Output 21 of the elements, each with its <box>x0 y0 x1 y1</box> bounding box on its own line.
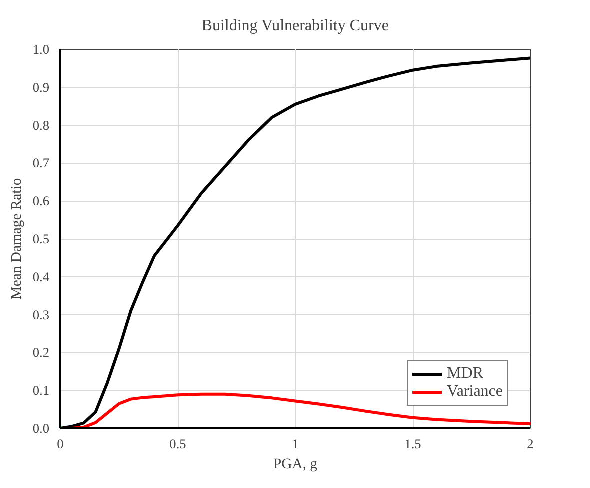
y-tick-label: 0.3 <box>32 307 50 322</box>
y-axis-title: Mean Damage Ratio <box>8 178 25 300</box>
y-tick-label: 0.7 <box>32 156 50 171</box>
y-tick-label: 1.0 <box>32 42 50 57</box>
y-tick-label: 0.6 <box>32 194 50 209</box>
x-tick-label: 0 <box>57 436 64 452</box>
y-tick-label: 0.4 <box>32 269 50 284</box>
y-tick-label: 0.1 <box>32 383 50 398</box>
y-tick-label: 0.2 <box>32 345 50 360</box>
legend-label: MDR <box>447 365 484 383</box>
x-tick-label: 0.5 <box>170 436 187 452</box>
chart-title: Building Vulnerability Curve <box>202 18 389 34</box>
y-tick-label: 0.5 <box>32 232 50 246</box>
x-tick-label: 1 <box>292 436 299 452</box>
x-tick-label: 2 <box>527 436 534 452</box>
x-tick-label: 1.5 <box>404 436 422 452</box>
y-tick-label: 0.8 <box>32 118 50 133</box>
legend-label: Variance <box>447 383 503 401</box>
y-tick-label: 0.0 <box>32 421 50 436</box>
x-axis-title: PGA, g <box>274 456 318 472</box>
y-tick-label: 0.9 <box>32 80 50 95</box>
